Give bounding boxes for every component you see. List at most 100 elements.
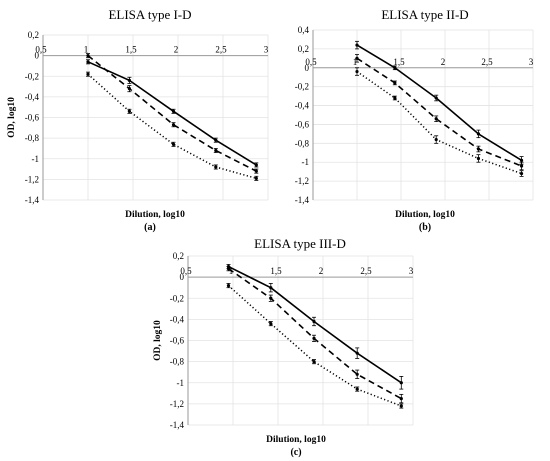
- x-tick-label: 3: [264, 45, 269, 55]
- y-tick-label: 0,2: [173, 251, 184, 261]
- y-tick-label: -1: [32, 154, 40, 164]
- data-point: [254, 176, 258, 180]
- y-tick-label: -1,2: [295, 176, 309, 186]
- data-point: [355, 43, 359, 47]
- y-tick-label: -0,8: [170, 357, 185, 367]
- data-point: [171, 109, 176, 113]
- data-point: [355, 56, 359, 60]
- y-tick-label: -0,8: [295, 138, 310, 148]
- y-tick-label: -1: [177, 378, 185, 388]
- y-tick-label: 0,2: [28, 30, 39, 40]
- y-tick-label: -1,4: [170, 420, 185, 430]
- chart-panel-1: 0,5 1 1,5 2 2,5 3 0,2 0 -0,2 -0,4 -0,6 -0,8 -1 -1,2 -1…: [7, 7, 269, 233]
- data-point: [476, 147, 481, 151]
- data-point: [434, 117, 438, 121]
- data-point: [269, 296, 273, 300]
- panel-label: (b): [419, 222, 431, 233]
- data-point: [355, 372, 359, 376]
- x-tick-label: 0,5: [305, 57, 317, 67]
- series-line-solid: [228, 265, 402, 384]
- data-point: [269, 286, 273, 290]
- x-tick-label: 3: [529, 57, 534, 67]
- x-tick-label: 3: [409, 266, 414, 276]
- data-point: [355, 387, 359, 391]
- data-point: [269, 322, 273, 326]
- x-tick-label: 1: [84, 45, 89, 55]
- data-point: [86, 72, 90, 76]
- x-tick-label: 2: [319, 266, 324, 276]
- data-point: [393, 96, 397, 100]
- data-point: [312, 319, 316, 324]
- data-point: [476, 156, 481, 161]
- data-point: [171, 142, 176, 146]
- data-point: [312, 360, 316, 364]
- data-point: [355, 351, 359, 355]
- y-tick-label: -1,4: [25, 195, 40, 205]
- y-tick-label: -0,2: [295, 82, 309, 92]
- data-point: [476, 132, 481, 136]
- y-tick-label: -1: [302, 157, 310, 167]
- data-point: [355, 69, 359, 74]
- data-point: [254, 169, 258, 173]
- y-tick-label: -0,6: [295, 119, 310, 129]
- data-point: [399, 381, 403, 385]
- chart-title: ELISA type II-D: [381, 7, 468, 22]
- panel-label: (c): [290, 447, 301, 458]
- data-point: [214, 138, 218, 142]
- series-line-dashed: [228, 268, 402, 400]
- x-tick-label: 0,5: [180, 266, 192, 276]
- chart-panel-3: 0,5 1 1,5 2 2,5 30,20-0,2-0,4-0,6-0,8-1-1,2-1…: [153, 236, 414, 458]
- data-point: [434, 137, 438, 142]
- x-tick-label: 2,5: [481, 57, 493, 67]
- x-tick-label: 1,5: [270, 266, 282, 276]
- data-point: [171, 123, 176, 127]
- data-point: [214, 165, 218, 169]
- data-point: [214, 148, 218, 153]
- x-tick-label: 2,5: [215, 45, 227, 55]
- y-tick-label: -1,2: [25, 174, 39, 184]
- data-point: [393, 81, 397, 85]
- series-line-dotted: [87, 73, 257, 180]
- data-point: [127, 109, 131, 113]
- y-axis-label: OD, log10: [7, 97, 17, 138]
- y-tick-label: -0,8: [25, 133, 40, 143]
- data-point: [519, 164, 524, 168]
- chart-panel-2: 0,511,522,530,40,20-0,2-0,4-0,6-0,8-1-1,…: [295, 7, 534, 233]
- y-tick-label: 0,4: [298, 25, 310, 35]
- data-point: [127, 78, 131, 82]
- chart-title: ELISA type III-D: [254, 236, 346, 251]
- panel-label: (a): [144, 222, 156, 233]
- series-line-dotted: [227, 285, 402, 407]
- x-tick-label: 2,5: [360, 266, 372, 276]
- data-point: [312, 336, 316, 340]
- x-tick-label: 2: [174, 45, 179, 55]
- data-point: [226, 267, 231, 271]
- y-tick-label: -1,2: [170, 399, 184, 409]
- y-axis-label: OD, log10: [153, 320, 163, 361]
- y-tick-label: -0,6: [25, 113, 40, 123]
- x-axis-label: Dilution, log10: [395, 210, 455, 220]
- series-line-dashed: [356, 57, 522, 167]
- chart-title: ELISA type I-D: [108, 7, 191, 22]
- y-tick-label: -0,4: [295, 101, 310, 111]
- y-tick-label: -0,4: [25, 92, 40, 102]
- x-tick-label: 1,5: [393, 57, 405, 67]
- data-point: [399, 396, 403, 401]
- data-point: [434, 96, 438, 100]
- y-tick-label: 0: [305, 63, 310, 73]
- x-tick-label: 1,5: [125, 45, 137, 55]
- y-tick-label: -0,2: [25, 71, 39, 81]
- data-point: [226, 283, 231, 288]
- data-point: [254, 163, 258, 167]
- y-tick-label: -1,4: [295, 195, 310, 205]
- y-tick-label: 0,2: [298, 44, 309, 54]
- y-tick-label: 0: [180, 272, 185, 282]
- data-point: [127, 87, 131, 91]
- x-axis-label: Dilution, log10: [125, 210, 185, 220]
- data-point: [86, 54, 90, 58]
- data-point: [519, 171, 524, 176]
- x-tick-label: 0,5: [35, 45, 47, 55]
- y-tick-label: -0,6: [170, 336, 185, 346]
- data-point: [393, 66, 397, 70]
